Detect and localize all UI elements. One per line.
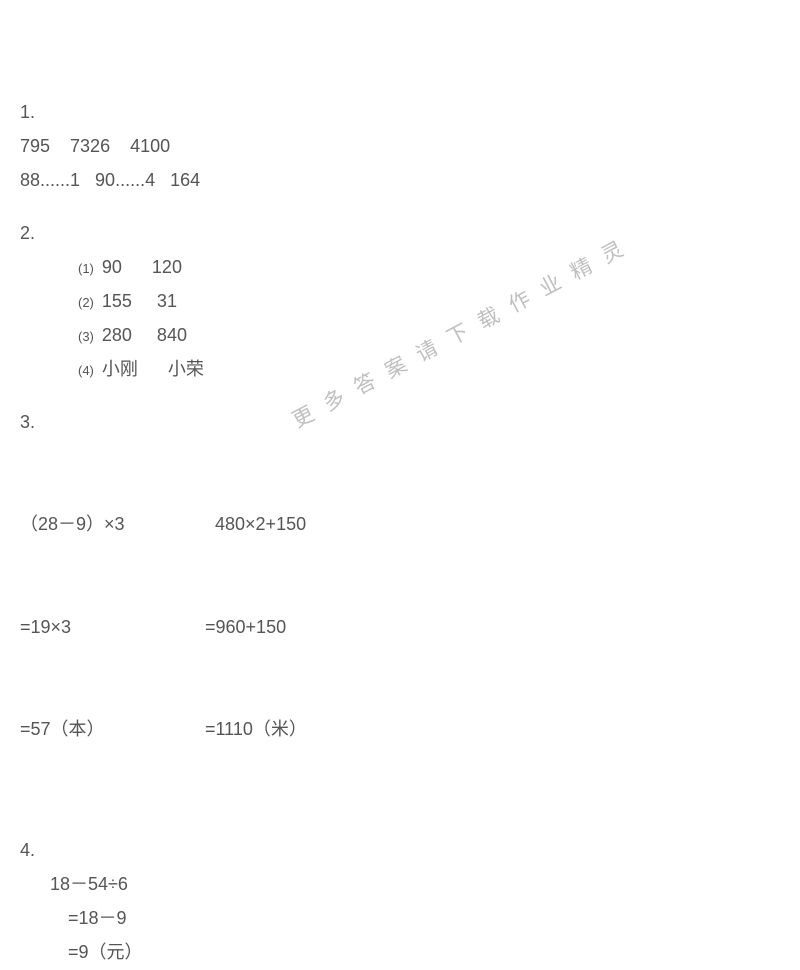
section-3-number: 3.: [20, 405, 780, 439]
section-1-line-2: 88......1 90......4 164: [20, 163, 780, 197]
section-3: 3. （28－9）×3 =19×3 =57（本） 480×2+150 =960+…: [20, 405, 780, 815]
list-item: (4) 小刚 小荣: [78, 352, 780, 386]
list-item: (2) 155 31: [78, 284, 780, 318]
item-marker: (4): [78, 359, 94, 384]
calc-line: （28－9）×3: [20, 507, 205, 541]
item-marker: (3): [78, 325, 94, 350]
list-item: (3) 280 840: [78, 318, 780, 352]
section-3-work: （28－9）×3 =19×3 =57（本） 480×2+150 =960+150…: [20, 439, 780, 815]
section-4: 4. 18－54÷6 =18－9 =9（元）: [20, 833, 780, 970]
calc-line: =18－9: [20, 901, 780, 935]
item-marker: (1): [78, 257, 94, 282]
section-1-number: 1.: [20, 95, 780, 129]
calc-line: =57（本）: [20, 712, 205, 746]
list-item: (1) 90 120: [78, 250, 780, 284]
section-1-line-1: 795 7326 4100: [20, 129, 780, 163]
item-text: 155 31: [102, 284, 177, 318]
item-text: 90 120: [102, 250, 182, 284]
item-text: 小刚 小荣: [102, 352, 204, 386]
section-3-col-1: （28－9）×3 =19×3 =57（本）: [20, 439, 205, 815]
section-2-list: (1) 90 120 (2) 155 31 (3) 280 840 (4) 小刚…: [20, 250, 780, 387]
section-1: 1. 795 7326 4100 88......1 90......4 164: [20, 95, 780, 198]
section-2: 2. (1) 90 120 (2) 155 31 (3) 280 840 (4)…: [20, 216, 780, 387]
section-2-number: 2.: [20, 216, 780, 250]
calc-line: 18－54÷6: [20, 867, 780, 901]
item-text: 280 840: [102, 318, 187, 352]
calc-line: 480×2+150: [205, 507, 307, 541]
calc-line: =9（元）: [20, 935, 780, 969]
calc-line: =1110（米）: [205, 712, 307, 746]
section-3-col-2: 480×2+150 =960+150 =1110（米）: [205, 439, 307, 815]
item-marker: (2): [78, 291, 94, 316]
section-4-number: 4.: [20, 833, 780, 867]
calc-line: =960+150: [205, 610, 307, 644]
answer-document: 1. 795 7326 4100 88......1 90......4 164…: [20, 95, 780, 970]
calc-line: =19×3: [20, 610, 205, 644]
